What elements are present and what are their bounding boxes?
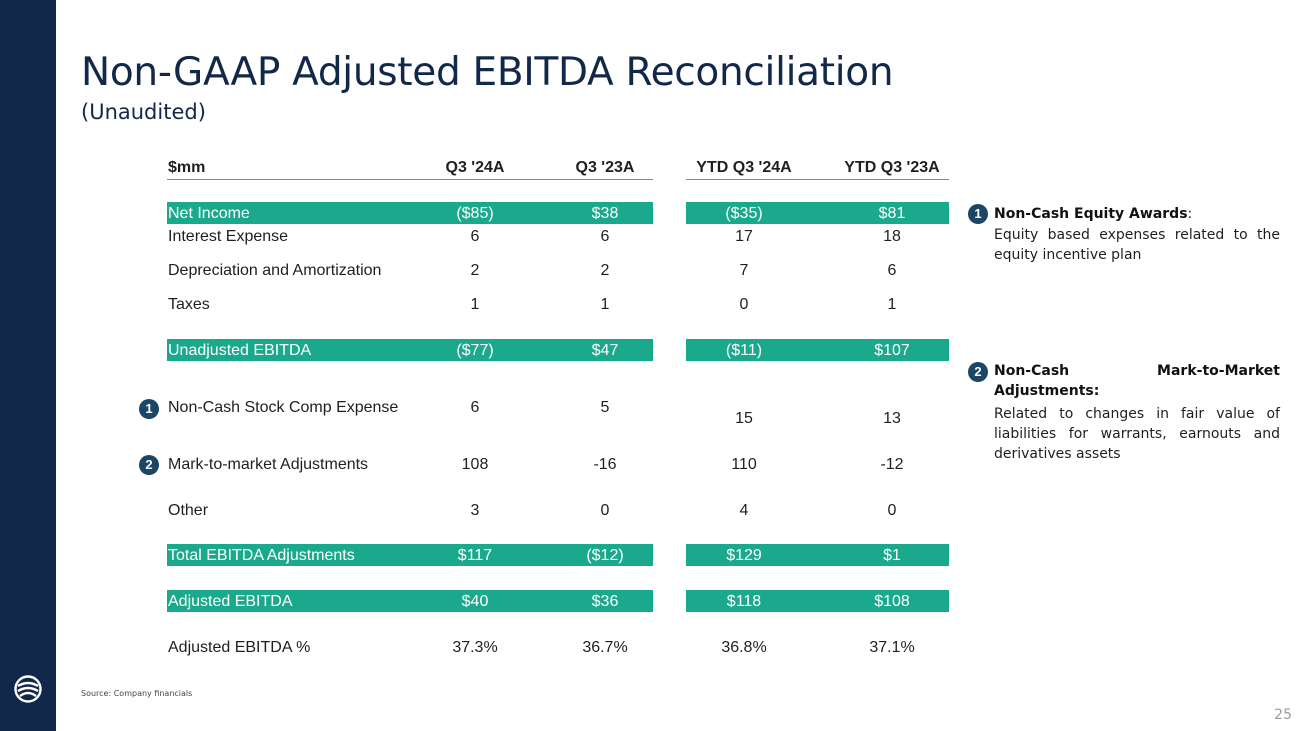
note-badge-1: 1 (968, 204, 988, 224)
cell-q3-24: 2 (470, 262, 480, 279)
page-title: Non-GAAP Adjusted EBITDA Reconciliation (81, 50, 894, 95)
cell-ytd-23: $1 (883, 547, 901, 564)
cell-ytd-24: 4 (739, 502, 749, 519)
row-label: Unadjusted EBITDA (168, 342, 312, 359)
cell-q3-23: 1 (600, 296, 610, 313)
cell-ytd-23: 1 (887, 296, 897, 313)
cell-ytd-23: 6 (887, 262, 897, 279)
cell-ytd-24: 17 (735, 228, 753, 245)
cell-ytd-23: $81 (878, 205, 906, 222)
cell-ytd-23: 13 (883, 410, 901, 427)
row-label: Non-Cash Stock Comp Expense (168, 399, 399, 416)
cell-ytd-24: $118 (726, 593, 762, 610)
source-footnote: Source: Company financials (81, 689, 193, 698)
cell-q3-24: 6 (470, 228, 480, 245)
header-q3-23: Q3 '23A (575, 159, 635, 176)
band-total-adj-left (167, 544, 653, 566)
cell-q3-23: 5 (600, 399, 610, 416)
cell-ytd-23: 0 (887, 502, 897, 519)
cell-ytd-24: ($11) (725, 342, 763, 359)
row-label: Depreciation and Amortization (168, 262, 382, 279)
cell-q3-23: 0 (600, 502, 610, 519)
cell-q3-24: ($77) (456, 342, 494, 359)
cell-ytd-24: 7 (739, 262, 749, 279)
cell-ytd-24: 36.8% (721, 639, 767, 656)
cell-ytd-24: ($35) (725, 205, 763, 222)
header-ytd-24: YTD Q3 '24A (696, 159, 792, 176)
cell-q3-23: $47 (591, 342, 619, 359)
cell-ytd-23: $107 (874, 342, 910, 359)
cell-ytd-24: 110 (731, 456, 757, 473)
cell-q3-24: 6 (470, 399, 480, 416)
note-body: Related to changes in fair value of liab… (994, 406, 1280, 462)
cell-q3-23: ($12) (586, 547, 624, 564)
cell-ytd-23: 37.1% (869, 639, 915, 656)
row-label: Adjusted EBITDA (168, 593, 293, 610)
page-number: 25 (1274, 707, 1292, 723)
header-rule-right (686, 179, 949, 180)
note-badge-2: 2 (968, 362, 988, 382)
cell-q3-23: $36 (591, 593, 619, 610)
note-heading: Non-Cash Mark-to-Market Adjustments: (994, 363, 1280, 399)
band-net-income-left (167, 202, 653, 224)
cell-q3-23: $38 (591, 205, 619, 222)
band-total-adj-right (686, 544, 949, 566)
header-q3-24: Q3 '24A (445, 159, 505, 176)
cell-q3-24: ($85) (456, 205, 494, 222)
cell-q3-23: 2 (600, 262, 610, 279)
cell-ytd-24: $129 (726, 547, 762, 564)
row-label: Interest Expense (168, 228, 289, 245)
header-label: $mm (168, 159, 206, 176)
row-label: Taxes (168, 296, 210, 313)
note-body: Equity based expenses related to the equ… (994, 227, 1280, 263)
cell-q3-23: 6 (600, 228, 610, 245)
row-label: Adjusted EBITDA % (168, 639, 311, 656)
cell-q3-24: $40 (461, 593, 489, 610)
cell-q3-23: -16 (593, 456, 617, 473)
band-net-income-right (686, 202, 949, 224)
row-label: Mark-to-market Adjustments (168, 456, 369, 473)
cell-ytd-23: -12 (880, 456, 904, 473)
band-unadjusted-right (686, 339, 949, 361)
row-label: Other (168, 502, 209, 519)
note-mark-to-market: Non-Cash Mark-to-Market Adjustments: Rel… (994, 361, 1280, 464)
row-label: Net Income (168, 205, 250, 222)
cell-q3-23: 36.7% (582, 639, 628, 656)
note-equity-awards: Non-Cash Equity Awards: Equity based exp… (994, 204, 1280, 265)
cell-ytd-24: 0 (739, 296, 749, 313)
cell-ytd-23: 18 (883, 228, 901, 245)
cell-q3-24: $117 (457, 547, 493, 564)
cell-q3-24: 3 (470, 502, 480, 519)
header-ytd-23: YTD Q3 '23A (844, 159, 940, 176)
cell-ytd-23: $108 (874, 593, 910, 610)
cell-ytd-24: 15 (735, 410, 753, 427)
note-heading-suffix: : (1187, 206, 1193, 222)
band-unadjusted-left (167, 339, 653, 361)
page-subtitle: (Unaudited) (81, 100, 206, 124)
row-label: Total EBITDA Adjustments (168, 547, 355, 564)
left-sidebar-bar (0, 0, 56, 731)
company-logo-icon (14, 675, 42, 703)
band-adjusted-right (686, 590, 949, 612)
cell-q3-24: 108 (461, 456, 489, 473)
footnote-badge-1: 1 (139, 399, 159, 419)
band-adjusted-left (167, 590, 653, 612)
cell-q3-24: 37.3% (452, 639, 498, 656)
note-heading: Non-Cash Equity Awards (994, 206, 1188, 222)
footnote-badge-2: 2 (139, 455, 159, 475)
cell-q3-24: 1 (470, 296, 480, 313)
header-rule-left (167, 179, 653, 180)
